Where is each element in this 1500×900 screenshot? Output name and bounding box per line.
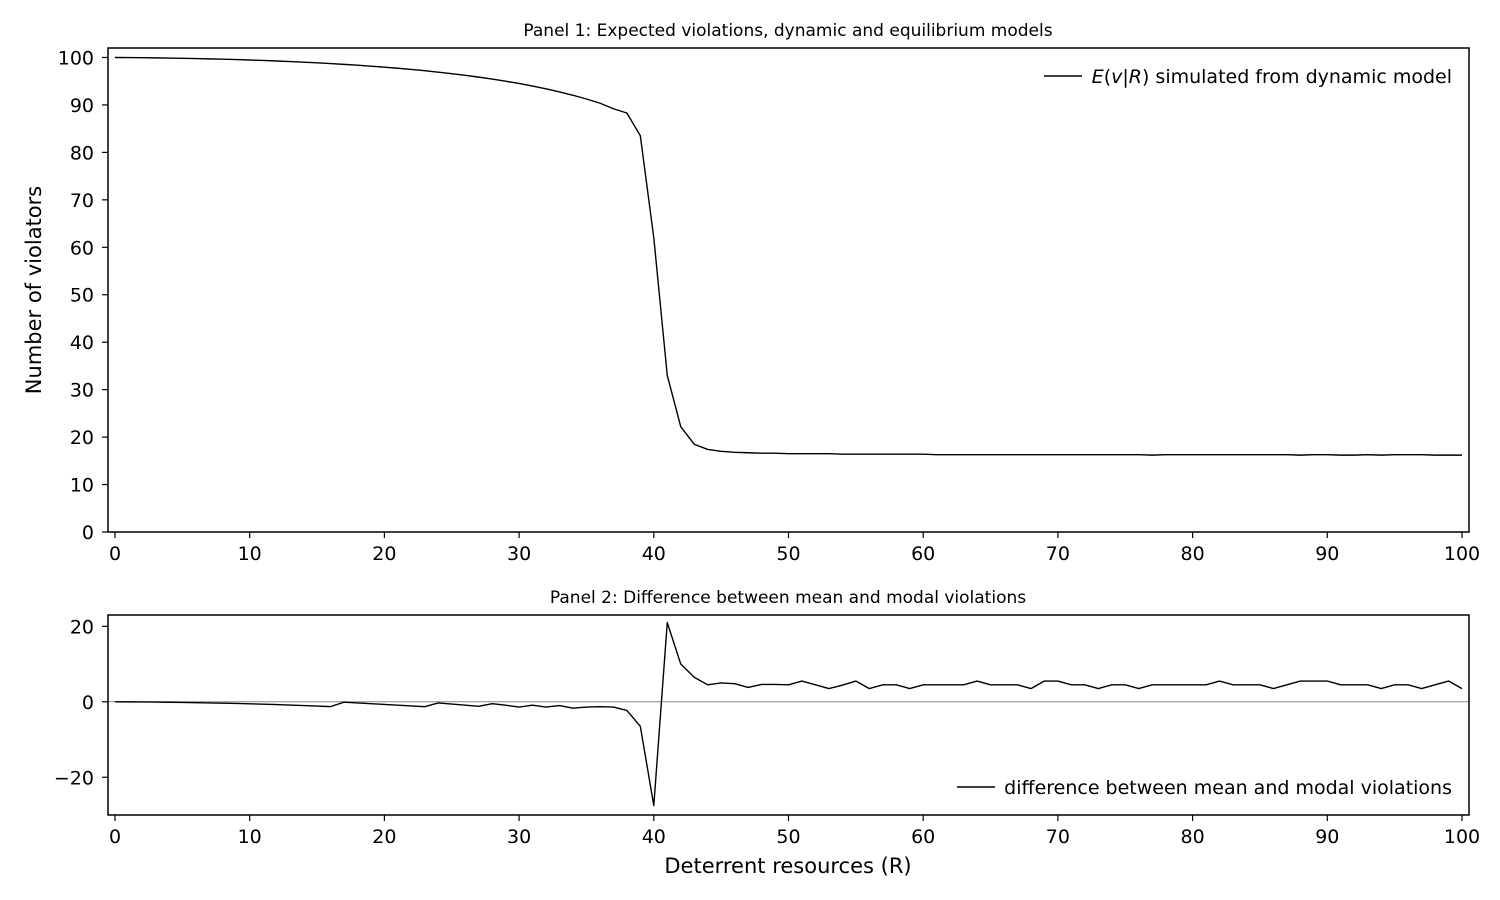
panel-1-legend-label: E(v|R) simulated from dynamic model	[1092, 66, 1452, 88]
panel-2-y-tick-label: −20	[54, 767, 94, 789]
panel-2-x-tick-label: 30	[507, 826, 531, 848]
panel-1-x-tick-label: 10	[238, 543, 262, 565]
panel-1-y-tick-label: 0	[82, 522, 94, 544]
panel-2-x-tick-label: 40	[642, 826, 666, 848]
panel-1-x-tick-label: 70	[1046, 543, 1070, 565]
panel-1-y-tick-label: 80	[70, 142, 94, 164]
panel-2-x-tick-label: 10	[238, 826, 262, 848]
panel-1-x-tick-label: 90	[1315, 543, 1339, 565]
panel-2-x-tick-label: 100	[1444, 826, 1480, 848]
panel-1-y-tick-label: 50	[70, 285, 94, 307]
panel-2-y-axis: −20 0 20	[54, 616, 108, 789]
panel-1-y-tick-label: 60	[70, 237, 94, 259]
panel-1-y-tick-label: 100	[58, 47, 94, 69]
panel-2-plot-frame	[107, 614, 1470, 816]
panel-2-x-axis: 0 10 20 30 40 50 60 70 80 90 100	[109, 815, 1480, 848]
panel-1-y-axis-label: Number of violators	[22, 186, 46, 394]
panel-1-plot-frame	[107, 47, 1470, 533]
panel-1-y-tick-label: 30	[70, 380, 94, 402]
panel-1-x-tick-label: 20	[372, 543, 396, 565]
panel-1-x-tick-label: 0	[109, 543, 121, 565]
panel-1-x-tick-label: 40	[642, 543, 666, 565]
panel-2-x-tick-label: 80	[1181, 826, 1205, 848]
panel-2-title: Panel 2: Difference between mean and mod…	[550, 588, 1026, 608]
panel-2-series-line	[114, 621, 1463, 807]
panel-1: Panel 1: Expected violations, dynamic an…	[22, 21, 1480, 565]
panel-1-x-tick-label: 50	[776, 543, 800, 565]
panel-1-y-tick-label: 70	[70, 190, 94, 212]
panel-1-y-tick-label: 90	[70, 95, 94, 117]
panel-1-y-axis: 0 10 20 30 40 50 60 70 80 90 100	[58, 47, 108, 544]
panel-2-x-tick-label: 70	[1046, 826, 1070, 848]
panel-2: Panel 2: Difference between mean and mod…	[54, 588, 1480, 878]
panel-1-x-tick-label: 100	[1444, 543, 1480, 565]
panel-2-x-tick-label: 90	[1315, 826, 1339, 848]
panel-1-x-axis: 0 10 20 30 40 50 60 70 80 90 100	[109, 532, 1480, 565]
panel-1-y-tick-label: 10	[70, 475, 94, 497]
panel-1-title: Panel 1: Expected violations, dynamic an…	[523, 21, 1052, 41]
panel-2-legend-label: difference between mean and modal violat…	[1004, 777, 1452, 799]
panel-1-x-tick-label: 30	[507, 543, 531, 565]
panel-2-y-tick-label: 20	[70, 616, 94, 638]
panel-1-series-line	[114, 56, 1462, 456]
panel-1-x-tick-label: 60	[911, 543, 935, 565]
panel-2-x-axis-label: Deterrent resources (R)	[664, 854, 911, 878]
panel-2-legend: difference between mean and modal violat…	[957, 777, 1452, 799]
panel-2-x-tick-label: 50	[776, 826, 800, 848]
panel-1-legend: E(v|R) simulated from dynamic model	[1044, 66, 1452, 88]
panel-1-y-tick-label: 20	[70, 427, 94, 449]
panel-1-x-tick-label: 80	[1181, 543, 1205, 565]
panel-2-y-tick-label: 0	[82, 692, 94, 714]
panel-2-x-tick-label: 60	[911, 826, 935, 848]
panel-2-x-tick-label: 20	[372, 826, 396, 848]
panel-2-x-tick-label: 0	[109, 826, 121, 848]
panel-1-y-tick-label: 40	[70, 332, 94, 354]
